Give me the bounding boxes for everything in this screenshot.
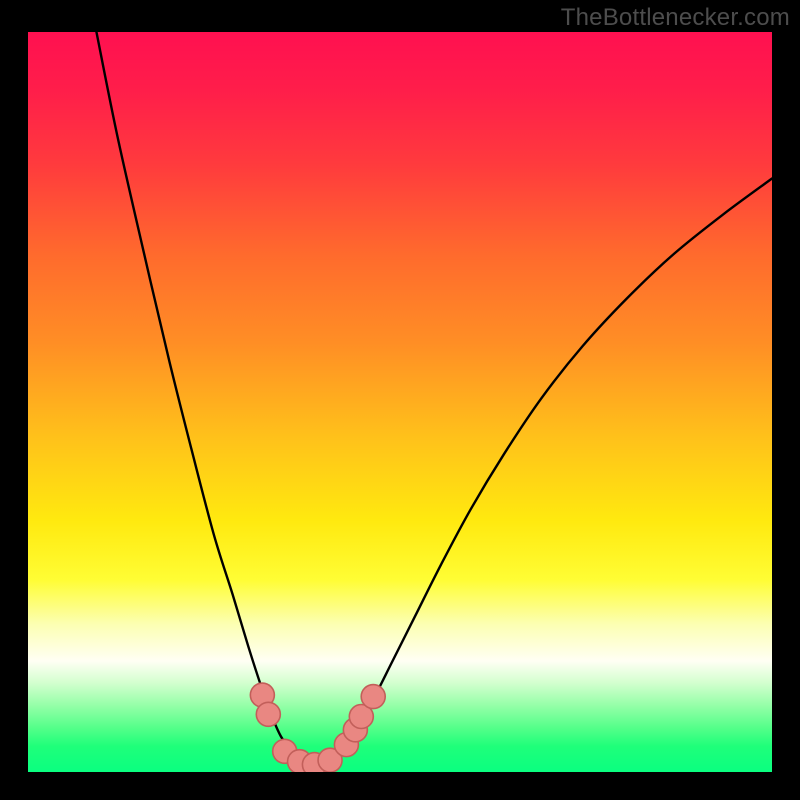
data-point — [256, 702, 280, 726]
plot-area — [28, 32, 772, 772]
chart-svg — [28, 32, 772, 772]
data-point — [361, 685, 385, 709]
bottleneck-curve — [96, 32, 772, 763]
watermark-text: TheBottlenecker.com — [561, 4, 790, 32]
outer-frame: TheBottlenecker.com — [0, 0, 800, 800]
